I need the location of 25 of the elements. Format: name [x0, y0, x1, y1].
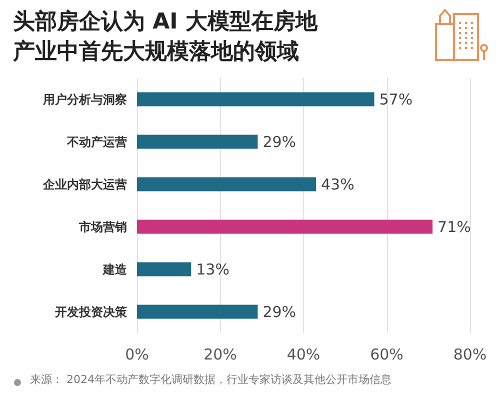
data-label: 29%: [262, 132, 296, 151]
y-tick-label: 用户分析与洞察: [42, 92, 127, 106]
data-label: 13%: [196, 260, 230, 278]
bar: [137, 220, 433, 234]
x-tick-label: 20%: [204, 346, 237, 364]
source-note: 来源： 2024年不动产数字化调研数据，行业专家访谈及其他公开市场信息: [30, 373, 392, 386]
y-tick-label: 企业内部大运营: [42, 177, 127, 192]
x-tick-label: 80%: [453, 346, 487, 364]
data-label: 71%: [438, 218, 471, 236]
bar: [137, 134, 258, 149]
y-tick-label: 市场营销: [78, 220, 127, 234]
y-tick-label: 建造: [102, 262, 128, 276]
chart-title: 头部房企认为 AI 大模型在房地产业中首先大规模落地的领域: [12, 8, 319, 64]
bar: [137, 262, 192, 276]
data-label: 29%: [262, 302, 296, 321]
x-tick-label: 60%: [370, 346, 404, 364]
x-tick-label: 40%: [286, 346, 320, 364]
data-label: 57%: [379, 90, 413, 108]
y-tick-label: 不动产运营: [66, 134, 127, 149]
bar: [137, 92, 374, 106]
bar: [137, 304, 258, 319]
bar: [137, 177, 316, 192]
data-label: 43%: [320, 175, 354, 194]
x-tick-label: 0%: [125, 346, 149, 364]
y-tick-label: 开发投资决策: [54, 304, 128, 319]
